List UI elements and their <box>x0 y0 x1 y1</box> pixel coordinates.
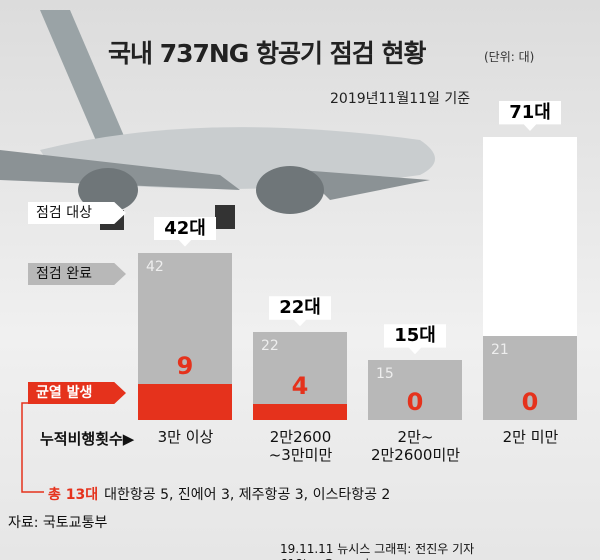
bar <box>253 404 347 420</box>
bar <box>138 384 232 420</box>
airplane-illustration <box>0 10 435 230</box>
note: 총 13대 대한항공 5, 진에어 3, 제주항공 3, 이스타항공 2 <box>48 484 390 504</box>
bar <box>368 360 462 420</box>
date: 2019년11월11일 기준 <box>330 91 471 107</box>
legend-item: 점검 대상 <box>28 202 126 224</box>
unit: (단위: 대) <box>484 50 535 64</box>
x-tick-label: 2만2600 ~3만미만 <box>268 428 333 464</box>
value-label: 0 <box>406 388 424 416</box>
value-label: 9 <box>176 352 194 381</box>
source: 자료: 국토교통부 <box>8 515 108 531</box>
legend-item: 점검 완료 <box>28 263 126 285</box>
value-label: 4 <box>291 372 309 401</box>
x-tick-label: 3만 이상 <box>157 428 214 446</box>
x-tick-label: 2만~ 2만2600미만 <box>370 428 461 464</box>
value-label: 42 <box>146 258 164 275</box>
value-label: 21 <box>491 342 509 359</box>
note-total: 총 13대 <box>48 487 99 503</box>
value-label: 0 <box>521 388 539 416</box>
credit: 19.11.11 뉴시스 그래픽: 전진우 기자 618tue@newsis.c… <box>280 542 475 560</box>
note-detail: 대한항공 5, 진에어 3, 제주항공 3, 이스타항공 2 <box>104 487 391 503</box>
bar <box>483 336 577 420</box>
x-axis-label: 누적비행횟수▶ <box>40 430 135 448</box>
legend-item: 균열 발생 <box>28 382 126 404</box>
x-tick-label: 2만 미만 <box>502 428 559 446</box>
value-label: 22 <box>261 338 279 355</box>
value-label: 15 <box>376 366 394 383</box>
title: 국내 737NG 항공기 점검 현황 <box>108 39 426 68</box>
